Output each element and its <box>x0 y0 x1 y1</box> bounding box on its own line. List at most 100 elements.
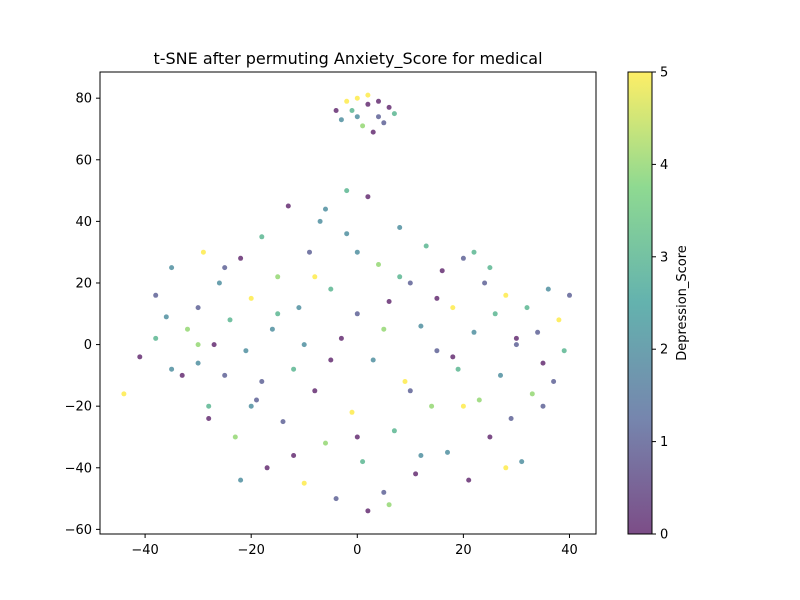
data-point-67 <box>423 243 429 249</box>
data-point-105 <box>354 434 360 440</box>
data-point-22 <box>185 326 190 332</box>
data-point-50 <box>333 496 339 502</box>
data-point-106 <box>354 249 360 255</box>
data-point-71 <box>445 449 450 455</box>
data-point-58 <box>376 262 381 267</box>
x-tick-label: 20 <box>455 543 472 558</box>
data-point-2 <box>349 108 355 113</box>
data-point-75 <box>466 477 472 483</box>
colorbar-frame <box>627 71 653 535</box>
data-point-81 <box>498 372 503 378</box>
x-tick-label: −20 <box>237 543 264 558</box>
data-point-12 <box>354 114 360 120</box>
data-point-123 <box>238 477 244 483</box>
data-point-102 <box>460 403 466 409</box>
data-point-57 <box>370 357 376 363</box>
data-point-112 <box>397 274 403 280</box>
data-point-65 <box>413 471 419 477</box>
colorbar-tick-label: 0 <box>660 528 668 543</box>
data-point-63 <box>402 379 408 384</box>
data-point-30 <box>227 317 233 323</box>
data-point-39 <box>275 274 281 280</box>
data-point-31 <box>232 434 238 440</box>
plot-frame <box>99 71 597 535</box>
data-point-113 <box>259 379 265 384</box>
data-point-66 <box>418 323 424 329</box>
data-point-13 <box>365 92 371 98</box>
data-point-53 <box>349 409 355 415</box>
y-tick-label: 0 <box>84 338 92 353</box>
data-point-85 <box>519 459 525 465</box>
data-point-103 <box>222 265 228 271</box>
data-point-79 <box>487 434 493 440</box>
data-point-107 <box>195 342 201 348</box>
data-point-26 <box>206 403 212 409</box>
data-point-83 <box>508 416 514 421</box>
data-point-19 <box>163 314 169 320</box>
y-tick-label: −60 <box>65 523 92 538</box>
data-point-54 <box>354 311 360 317</box>
data-point-74 <box>460 255 466 261</box>
data-point-15 <box>121 391 127 397</box>
y-tick-label: −40 <box>65 461 92 476</box>
data-point-6 <box>360 123 366 129</box>
data-point-95 <box>301 342 307 348</box>
data-point-11 <box>333 108 339 113</box>
data-point-24 <box>195 305 201 311</box>
colorbar-tick-label: 1 <box>660 435 668 450</box>
data-point-77 <box>476 397 482 403</box>
data-point-60 <box>386 299 392 304</box>
data-point-87 <box>529 391 535 397</box>
data-point-91 <box>551 379 557 384</box>
data-point-104 <box>487 265 493 271</box>
data-point-117 <box>365 508 371 514</box>
colorbar-tick-label: 5 <box>660 66 668 81</box>
data-point-23 <box>195 360 201 366</box>
data-point-114 <box>450 354 456 360</box>
data-point-100 <box>434 295 440 301</box>
data-point-1 <box>365 101 371 107</box>
data-point-93 <box>561 348 567 354</box>
data-point-82 <box>503 292 509 298</box>
data-point-59 <box>381 489 387 495</box>
data-point-46 <box>312 388 318 394</box>
y-tick-label: 40 <box>75 215 92 230</box>
x-axis: −40 −20 0 20 40 <box>131 534 578 558</box>
data-point-9 <box>381 120 387 126</box>
data-point-68 <box>429 403 435 409</box>
data-point-56 <box>365 194 371 200</box>
data-point-124 <box>471 249 477 255</box>
data-point-37 <box>264 465 270 471</box>
data-point-90 <box>545 286 551 292</box>
x-tick-label: 0 <box>353 543 361 558</box>
data-point-52 <box>344 231 350 237</box>
data-point-109 <box>291 453 297 458</box>
x-tick-label: −40 <box>131 543 158 558</box>
data-point-38 <box>269 326 275 332</box>
data-point-47 <box>317 218 323 224</box>
data-point-29 <box>222 372 228 378</box>
colorbar-label: Depression_Score <box>675 245 690 361</box>
data-point-99 <box>275 311 281 317</box>
data-point-36 <box>259 234 265 240</box>
data-point-45 <box>307 249 312 255</box>
data-point-8 <box>344 98 350 104</box>
data-point-84 <box>513 335 519 341</box>
colorbar: 0 1 2 3 4 5 Depression_Score <box>627 66 690 543</box>
data-point-44 <box>301 480 307 486</box>
data-point-5 <box>338 117 344 123</box>
data-point-108 <box>513 342 519 348</box>
data-point-119 <box>169 366 175 372</box>
y-tick-label: −20 <box>65 400 92 415</box>
colorbar-ticks: 0 1 2 3 4 5 <box>652 66 668 543</box>
data-point-48 <box>323 440 328 446</box>
data-point-35 <box>254 397 259 403</box>
data-point-78 <box>482 280 488 286</box>
data-point-27 <box>211 342 217 348</box>
data-point-116 <box>386 502 392 508</box>
colorbar-tick-label: 4 <box>660 158 668 173</box>
data-point-28 <box>216 280 222 286</box>
data-point-0 <box>354 95 360 101</box>
data-point-92 <box>556 317 562 323</box>
data-point-110 <box>418 453 424 458</box>
